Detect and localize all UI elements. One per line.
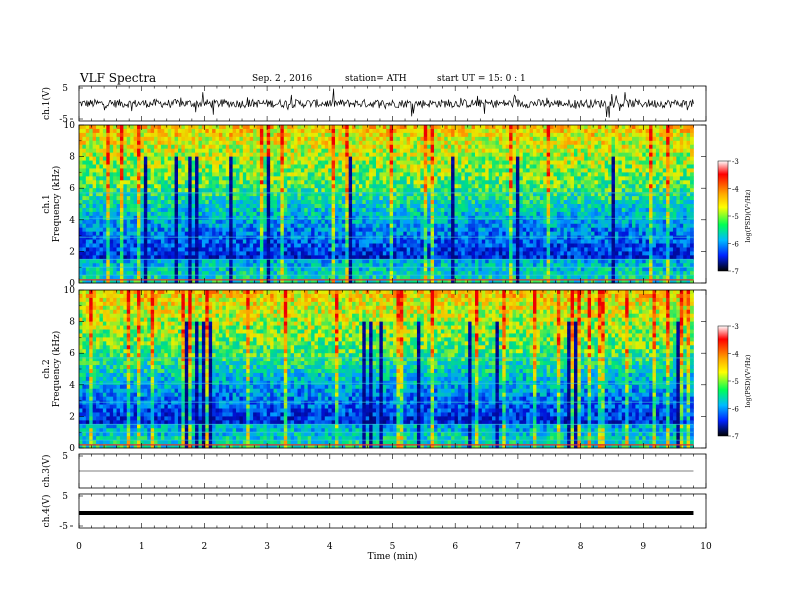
ch1-spectrogram-y-tick-label: 10 bbox=[64, 121, 76, 131]
ch3-waveform-y-ticks: 5 bbox=[62, 452, 83, 462]
x-tick-label: 6 bbox=[452, 542, 458, 552]
x-tick-label: 7 bbox=[515, 542, 521, 552]
ch1-waveform-x-ticks bbox=[78, 86, 707, 121]
x-tick-label: 4 bbox=[327, 542, 333, 552]
chart-title: VLF Spectra bbox=[80, 71, 157, 85]
ch1-spectrogram-colorbar-tick: -7 bbox=[732, 268, 739, 276]
ch2-spectrogram-y-tick-label: 10 bbox=[64, 286, 76, 296]
ch2-spectrogram-colorbar-tick: -3 bbox=[732, 323, 739, 331]
ch1-waveform-y-axis-label: ch.1(V) bbox=[41, 87, 52, 120]
ch3-waveform-y-tick-label: 5 bbox=[62, 452, 68, 462]
x-tick-label: 1 bbox=[139, 542, 145, 552]
x-tick-label: 8 bbox=[578, 542, 584, 552]
ch2-spectrogram-colorbar-tick: -5 bbox=[732, 378, 739, 386]
ch1-spectrogram-y-tick-label: 2 bbox=[69, 247, 75, 257]
ch1-spectrogram-interference-lines bbox=[79, 192, 694, 281]
ch2-spectrogram-y-tick-label: 2 bbox=[69, 412, 75, 422]
ch1-waveform-y-ticks: -5 5 bbox=[59, 84, 83, 125]
x-tick-label: 2 bbox=[202, 542, 208, 552]
ch1-waveform-y-tick-label: -5 bbox=[59, 115, 68, 125]
ch4-waveform-y-tick-label: 5 bbox=[62, 492, 68, 502]
date-label: Sep. 2 , 2016 bbox=[252, 74, 313, 84]
ch2-spectrogram-colorbar-label: log(PSD)(V²/Hz) bbox=[744, 354, 752, 407]
ch2-spectrogram-panel: 0 2 4 6 8 10 ch.2 Frequency (kHz) -3 -4 -5 -6 -7 log(… bbox=[42, 286, 752, 454]
ch1-spectrogram-colorbar-tick: -5 bbox=[732, 213, 739, 221]
ch1-waveform-trace bbox=[78, 88, 694, 118]
x-axis-label: Time (min) bbox=[368, 551, 418, 562]
ch3-waveform-panel: 5 ch.3(V) bbox=[41, 452, 707, 489]
ch1-spectrogram-colorbar: -3 -4 -5 -6 -7 log(PSD)(V²/Hz) bbox=[717, 158, 752, 276]
ch1-spectrogram-y-axis-label: Frequency (kHz) bbox=[51, 166, 62, 243]
ch2-spectrogram-colorbar: -3 -4 -5 -6 -7 log(PSD)(V²/Hz) bbox=[717, 323, 752, 441]
ch2-spectrogram-y-tick-label: 6 bbox=[69, 349, 75, 359]
ch2-spectrogram-y-axis-label: Frequency (kHz) bbox=[51, 331, 62, 408]
ch2-spectrogram-heatmap bbox=[79, 290, 694, 449]
ch2-spectrogram-y-tick-label: 0 bbox=[69, 444, 75, 454]
ch1-spectrogram-panel: 0 2 4 6 8 10 ch.1 Frequency (kHz) -3 -4 -5 -6 -7 log(… bbox=[42, 121, 752, 289]
ch1-spectrogram-colorbar-tick: -3 bbox=[732, 158, 739, 166]
ch2-spectrogram-colorbar-tick: -7 bbox=[732, 433, 739, 441]
ch4-waveform-y-ticks: -5 5 bbox=[59, 492, 83, 532]
ch1-spectrogram-y-tick-label: 0 bbox=[69, 279, 75, 289]
ch1-spectrogram-colorbar-tick: -6 bbox=[732, 241, 739, 249]
ch4-waveform-panel: -5 5 ch.4(V) bbox=[41, 492, 707, 532]
station-label: station= ATH bbox=[345, 74, 407, 84]
start-time-label: start UT = 15: 0 : 1 bbox=[437, 74, 526, 84]
ch1-waveform-y-tick-label: 5 bbox=[62, 84, 68, 94]
ch3-waveform-x-ticks bbox=[78, 454, 707, 488]
x-tick-label: 9 bbox=[640, 542, 646, 552]
ch1-spectrogram-colorbar-tick: -4 bbox=[732, 186, 739, 194]
x-tick-label: 3 bbox=[264, 542, 270, 552]
ch2-spectrogram-interference-lines bbox=[79, 357, 694, 446]
ch2-spectrogram-channel-label: ch.2 bbox=[42, 359, 52, 378]
ch4-waveform-x-ticks bbox=[78, 494, 707, 528]
ch2-spectrogram-y-tick-label: 8 bbox=[69, 318, 75, 328]
ch1-spectrogram-channel-label: ch.1 bbox=[42, 194, 52, 213]
ch1-spectrogram-heatmap bbox=[79, 125, 694, 284]
ch4-waveform-y-axis-label: ch.4(V) bbox=[41, 495, 52, 528]
ch2-spectrogram-x-ticks bbox=[78, 290, 707, 448]
ch1-spectrogram-colorbar-label: log(PSD)(V²/Hz) bbox=[744, 189, 752, 242]
ch2-spectrogram-colorbar-tick: -4 bbox=[732, 351, 739, 359]
ch3-waveform-y-axis-label: ch.3(V) bbox=[41, 455, 52, 488]
x-tick-label: 0 bbox=[76, 542, 82, 552]
ch1-spectrogram-y-tick-label: 6 bbox=[69, 184, 75, 194]
time-axis: 0 1 2 3 4 5 6 7 8 9 10 Time (min) bbox=[76, 542, 712, 562]
x-tick-label: 5 bbox=[390, 542, 396, 552]
ch2-spectrogram-colorbar-tick: -6 bbox=[732, 406, 739, 414]
ch4-waveform-y-tick-label: -5 bbox=[59, 522, 68, 532]
ch1-spectrogram-y-tick-label: 8 bbox=[69, 153, 75, 163]
ch2-spectrogram-y-tick-label: 4 bbox=[69, 381, 75, 391]
ch1-spectrogram-x-ticks bbox=[78, 125, 707, 283]
x-tick-label: 10 bbox=[700, 542, 712, 552]
ch1-waveform-panel: -5 5 ch.1(V) bbox=[41, 84, 707, 125]
ch1-spectrogram-y-tick-label: 4 bbox=[69, 216, 75, 226]
